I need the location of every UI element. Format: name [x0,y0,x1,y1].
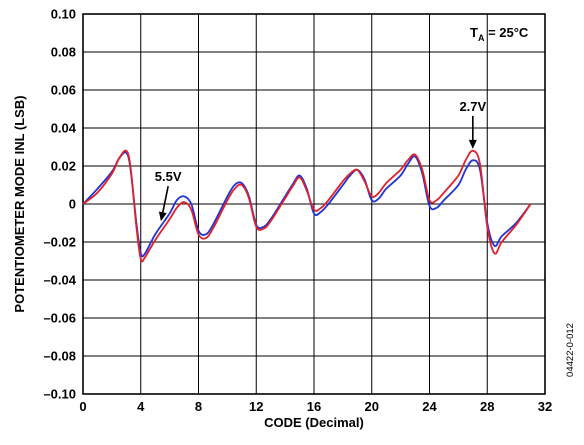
y-tick-label: –0.06 [43,311,76,326]
series-annotation-label: 5.5V [155,169,182,184]
x-tick-label: 16 [307,399,321,414]
x-tick-label: 12 [249,399,263,414]
y-tick-label: –0.08 [43,349,76,364]
x-tick-label: 32 [538,399,552,414]
x-tick-label: 24 [422,399,437,414]
y-tick-label: –0.04 [43,273,76,288]
series-annotation-label: 2.7V [459,99,486,114]
figure-id: 04422-0-012 [565,323,576,377]
x-axis-title: CODE (Decimal) [264,415,364,430]
x-tick-labels: 0 4 8 12 16 20 24 28 32 [79,399,552,414]
y-tick-label: 0.02 [51,159,76,174]
y-tick-label: –0.10 [43,387,76,402]
temperature-condition: TA = 25°C [470,25,529,43]
y-tick-label: 0.06 [51,83,76,98]
y-tick-label: 0.04 [51,121,77,136]
annotation-arrow-head [158,211,167,222]
y-tick-labels: 0.10 0.08 0.06 0.04 0.02 0 –0.02 –0.04 –0.06 –0.0… [43,7,76,402]
condition-base: T [470,25,478,40]
series-layer [82,149,532,263]
annotation-arrow-shaft [162,186,169,213]
y-tick-label: 0.08 [51,45,76,60]
series-line-1 [82,149,532,263]
x-tick-label: 4 [137,399,145,414]
y-axis-title: POTENTIOMETER MODE INL (LSB) [12,95,27,312]
annotations: 5.5V 2.7V [155,99,487,222]
x-tick-label: 20 [365,399,379,414]
x-tick-label: 28 [480,399,494,414]
y-tick-label: 0 [69,197,76,212]
x-tick-label: 8 [195,399,202,414]
grid [82,13,546,395]
condition-subscript: A [478,33,485,43]
series-line-0 [82,151,532,258]
y-tick-label: 0.10 [51,7,76,22]
annotation-arrow-head [468,139,477,149]
x-tick-label: 0 [79,399,86,414]
condition-rest: = 25°C [484,25,528,40]
y-tick-label: –0.02 [43,235,76,250]
